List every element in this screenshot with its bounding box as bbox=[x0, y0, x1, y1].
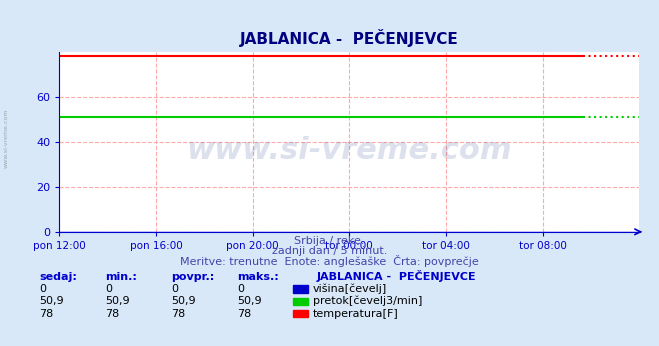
Text: min.:: min.: bbox=[105, 272, 137, 282]
Text: sedaj:: sedaj: bbox=[40, 272, 77, 282]
Text: povpr.:: povpr.: bbox=[171, 272, 215, 282]
Text: 50,9: 50,9 bbox=[105, 297, 130, 307]
Text: zadnji dan / 5 minut.: zadnji dan / 5 minut. bbox=[272, 246, 387, 256]
Text: pretok[čevelj3/min]: pretok[čevelj3/min] bbox=[313, 296, 422, 307]
Text: višina[čevelj]: višina[čevelj] bbox=[313, 284, 387, 294]
Text: Meritve: trenutne  Enote: anglešaške  Črta: povprečje: Meritve: trenutne Enote: anglešaške Črta… bbox=[180, 255, 479, 267]
Text: 0: 0 bbox=[171, 284, 179, 294]
Text: 78: 78 bbox=[40, 309, 54, 319]
Text: 0: 0 bbox=[40, 284, 47, 294]
Text: 78: 78 bbox=[237, 309, 252, 319]
Text: JABLANICA -  PEČENJEVCE: JABLANICA - PEČENJEVCE bbox=[316, 270, 476, 282]
Text: 50,9: 50,9 bbox=[40, 297, 64, 307]
Text: Srbija / reke.: Srbija / reke. bbox=[295, 236, 364, 246]
Text: 78: 78 bbox=[105, 309, 120, 319]
Text: 0: 0 bbox=[237, 284, 244, 294]
Text: 50,9: 50,9 bbox=[237, 297, 262, 307]
Text: www.si-vreme.com: www.si-vreme.com bbox=[3, 109, 9, 168]
Text: 78: 78 bbox=[171, 309, 186, 319]
Title: JABLANICA -  PEČENJEVCE: JABLANICA - PEČENJEVCE bbox=[240, 29, 459, 47]
Text: 50,9: 50,9 bbox=[171, 297, 196, 307]
Text: 0: 0 bbox=[105, 284, 113, 294]
Text: maks.:: maks.: bbox=[237, 272, 279, 282]
Text: www.si-vreme.com: www.si-vreme.com bbox=[186, 136, 512, 165]
Text: temperatura[F]: temperatura[F] bbox=[313, 309, 399, 319]
